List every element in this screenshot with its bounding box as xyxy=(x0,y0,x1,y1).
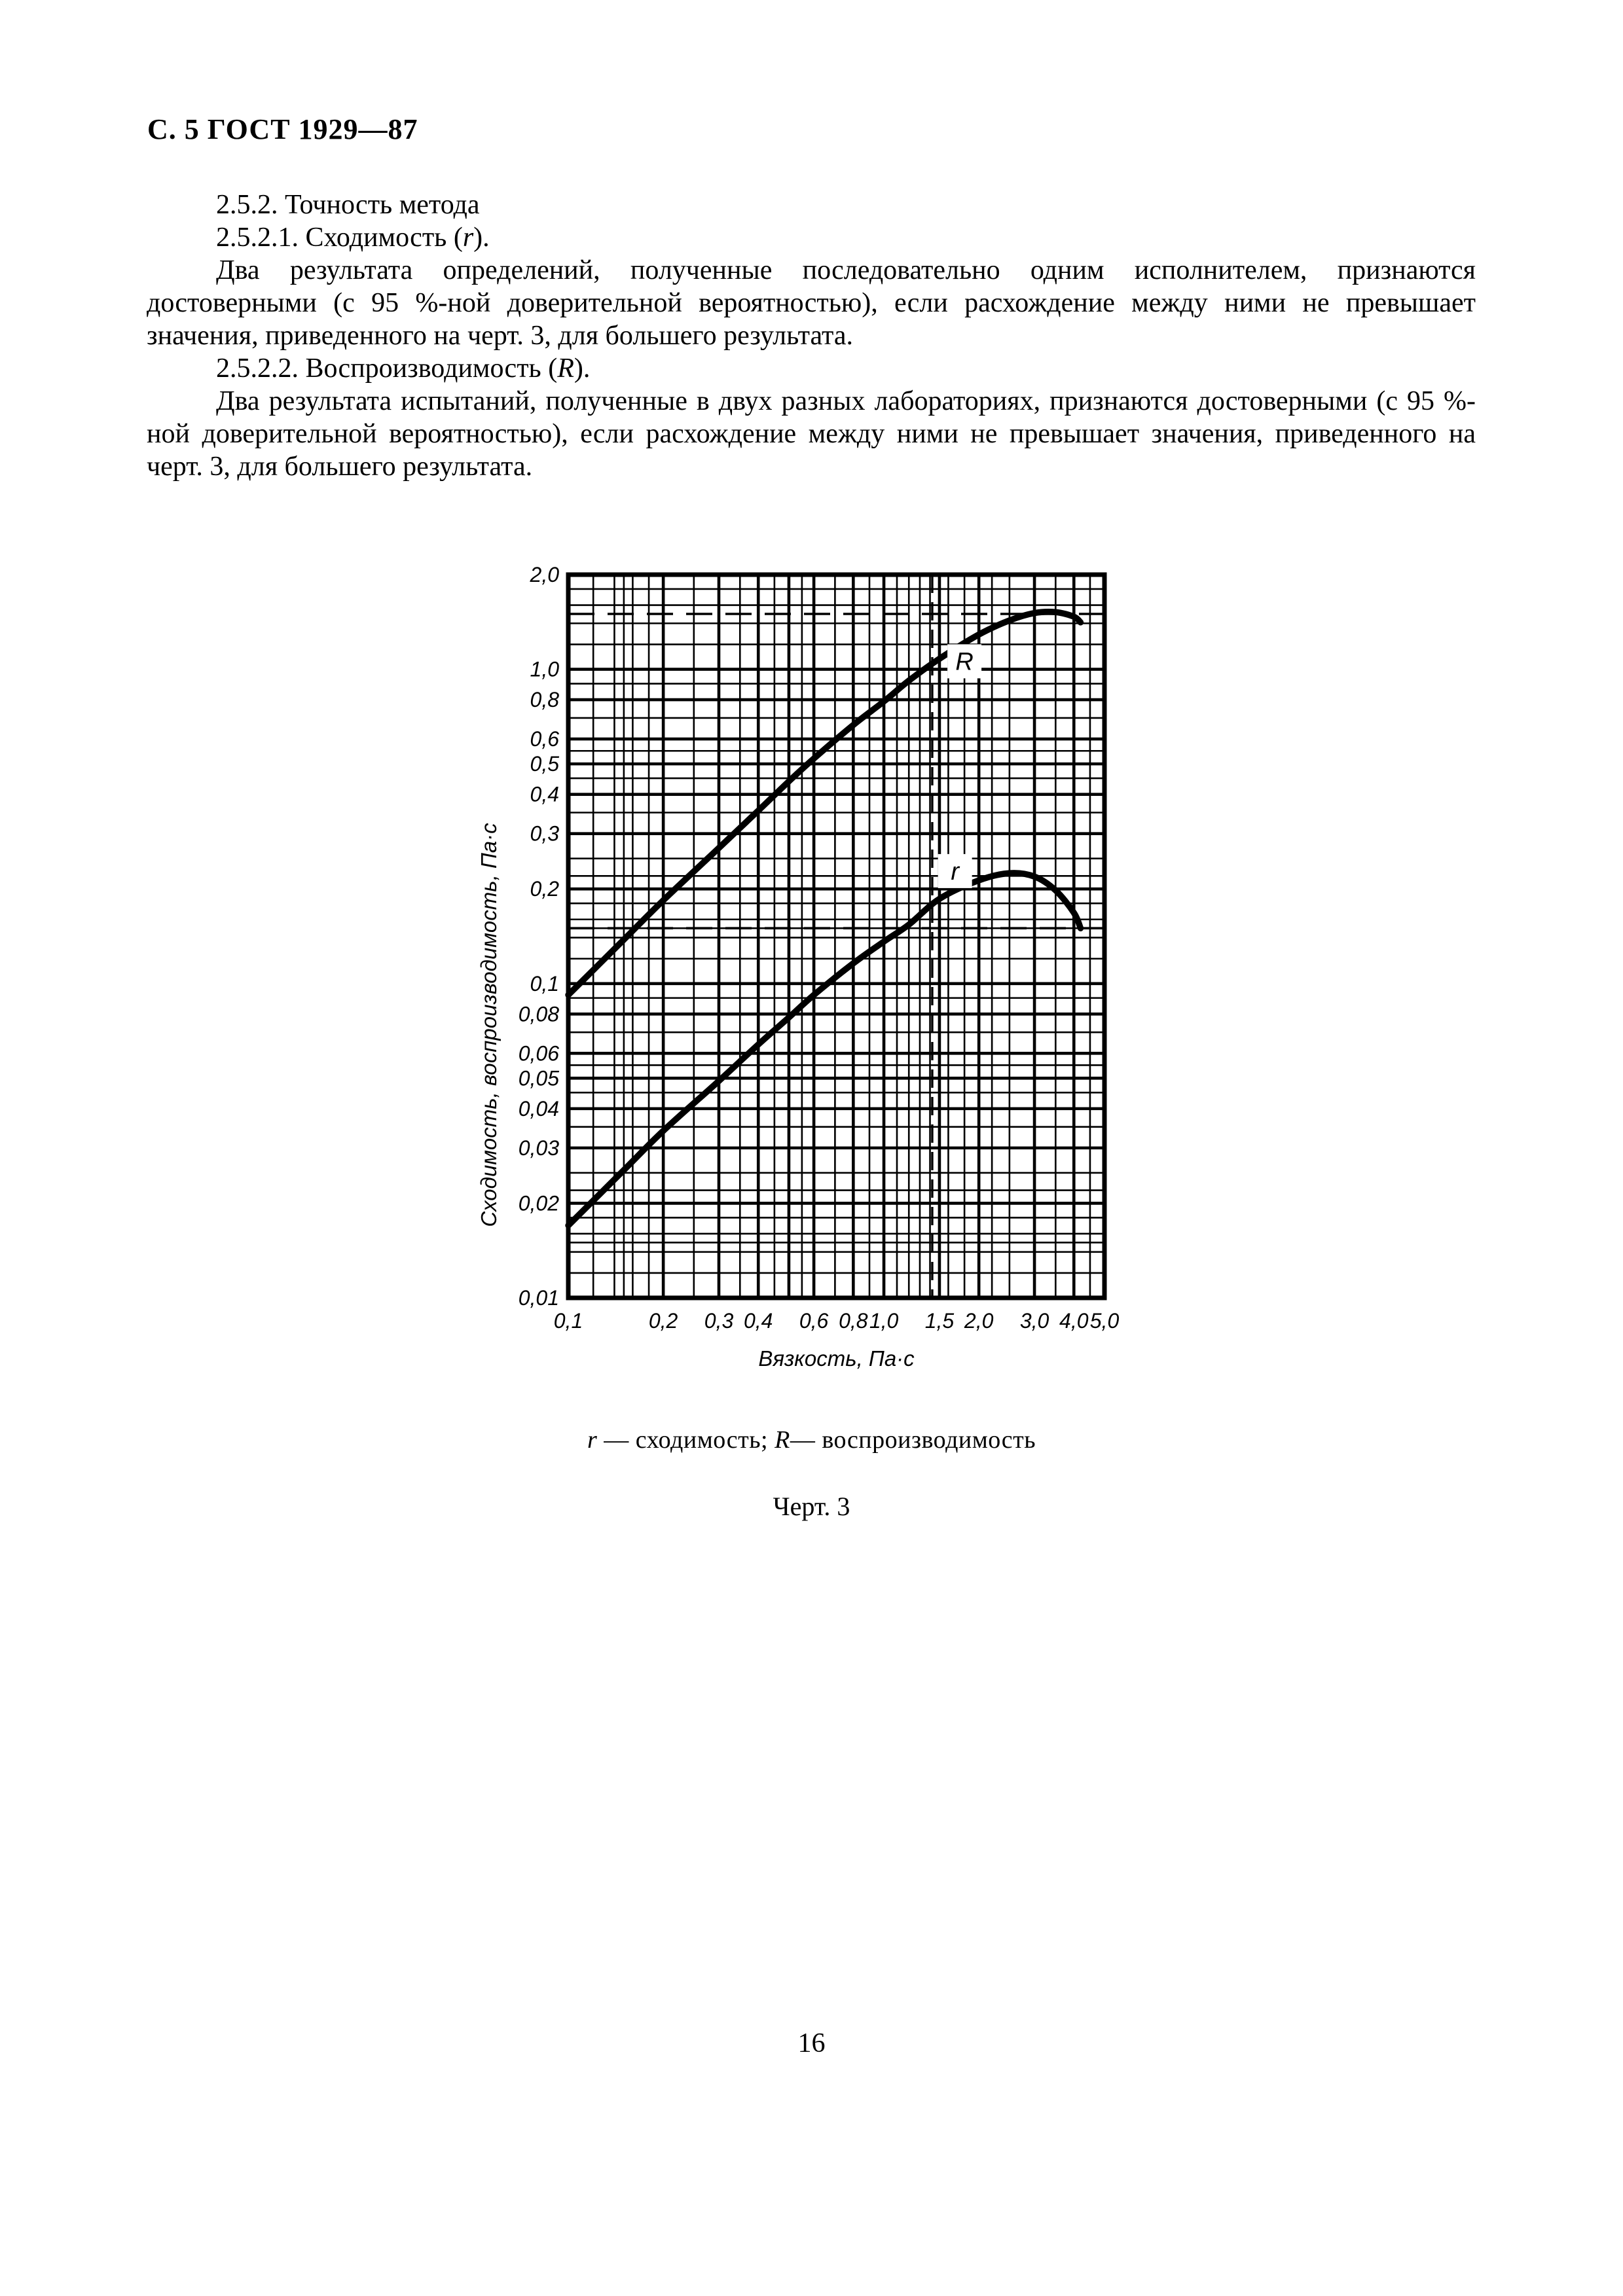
caption-r-text: — сходимость; xyxy=(597,1426,775,1454)
x-tick-0,1: 0,1 xyxy=(554,1309,583,1333)
grid-minor xyxy=(568,575,1104,1298)
curve-R xyxy=(565,608,1084,998)
y-tick-0,05: 0,05 xyxy=(519,1066,559,1090)
curve-label-r: r xyxy=(951,858,960,886)
curve-label-halo-r xyxy=(938,853,972,888)
y-tick-0,2: 0,2 xyxy=(530,877,560,901)
clause-2-5-2-1-post: ). xyxy=(473,223,490,253)
y-tick-0,6: 0,6 xyxy=(530,727,560,751)
paragraph-repeatability: Два результата определений, полученные п… xyxy=(147,255,1476,351)
clause-2-5-2: 2.5.2. Точность метода xyxy=(147,188,1476,221)
y-tick-0,02: 0,02 xyxy=(519,1191,559,1215)
y-tick-0,5: 0,5 xyxy=(530,752,560,776)
chart-svg: Rr2,01,00,80,60,50,40,30,20,10,080,060,0… xyxy=(477,563,1120,1371)
symbol-R: R xyxy=(557,353,574,384)
caption-R-text: — воспроизводимость xyxy=(790,1426,1036,1454)
clause-2-5-2-2-pre: 2.5.2.2. Воспроизводимость ( xyxy=(216,353,558,384)
body-text: 2.5.2. Точность метода 2.5.2.1. Сходимос… xyxy=(147,188,1476,483)
caption-r-symbol: r xyxy=(587,1426,598,1454)
x-tick-2,0: 2,0 xyxy=(964,1309,994,1333)
x-tick-3,0: 3,0 xyxy=(1020,1309,1049,1333)
y-tick-0,03: 0,03 xyxy=(519,1136,559,1160)
plot-frame xyxy=(566,572,1107,1300)
y-tick-0,08: 0,08 xyxy=(519,1002,559,1026)
y-tick-2,0: 2,0 xyxy=(530,563,560,586)
page-header: С. 5 ГОСТ 1929—87 xyxy=(147,113,418,145)
clause-2-5-2-1-pre: 2.5.2.1. Сходимость ( xyxy=(216,223,463,253)
caption-R-symbol: R xyxy=(775,1426,790,1454)
y-tick-1,0: 1,0 xyxy=(530,658,560,681)
x-tick-0,8: 0,8 xyxy=(839,1309,868,1333)
figure-caption: r — сходимость; R— воспроизводимость xyxy=(0,1426,1623,1454)
x-tick-0,6: 0,6 xyxy=(799,1309,829,1333)
y-tick-0,04: 0,04 xyxy=(519,1097,559,1121)
y-tick-0,3: 0,3 xyxy=(530,822,560,846)
clause-2-5-2-1: 2.5.2.1. Сходимость (r). xyxy=(147,221,1476,254)
y-tick-0,1: 0,1 xyxy=(530,972,559,996)
x-axis-title: Вязкость, Па·с xyxy=(758,1346,915,1371)
figure-number: Черт. 3 xyxy=(773,1492,850,1521)
x-tick-1,5: 1,5 xyxy=(925,1309,955,1333)
symbol-r: r xyxy=(462,223,474,253)
y-tick-0,06: 0,06 xyxy=(519,1041,559,1065)
clause-2-5-2-2: 2.5.2.2. Воспроизводимость (R). xyxy=(147,352,1476,385)
tick-labels: 2,01,00,80,60,50,40,30,20,10,080,060,050… xyxy=(519,563,1120,1333)
curve-r xyxy=(565,870,1084,1229)
x-tick-0,4: 0,4 xyxy=(744,1309,773,1333)
y-tick-0,4: 0,4 xyxy=(530,783,559,806)
y-tick-0,01: 0,01 xyxy=(519,1286,559,1310)
dashed-guides xyxy=(568,575,1104,1298)
x-tick-0,2: 0,2 xyxy=(649,1309,678,1333)
y-tick-0,8: 0,8 xyxy=(530,688,560,711)
clause-2-5-2-text: 2.5.2. Точность метода xyxy=(216,190,480,220)
x-tick-1,0: 1,0 xyxy=(869,1309,899,1333)
y-axis-title: Сходимость, воспроизводимость, Па·с xyxy=(477,823,501,1227)
x-tick-4,0: 4,0 xyxy=(1059,1309,1089,1333)
curve-label-halo-R xyxy=(947,644,982,679)
curve-label-R: R xyxy=(955,648,973,675)
x-tick-0,3: 0,3 xyxy=(704,1309,734,1333)
clause-2-5-2-2-post: ). xyxy=(574,353,591,384)
page-number: 16 xyxy=(797,2028,826,2058)
x-tick-5,0: 5,0 xyxy=(1090,1309,1120,1333)
paragraph-reproducibility: Два результата испытаний, полученные в д… xyxy=(147,386,1476,482)
